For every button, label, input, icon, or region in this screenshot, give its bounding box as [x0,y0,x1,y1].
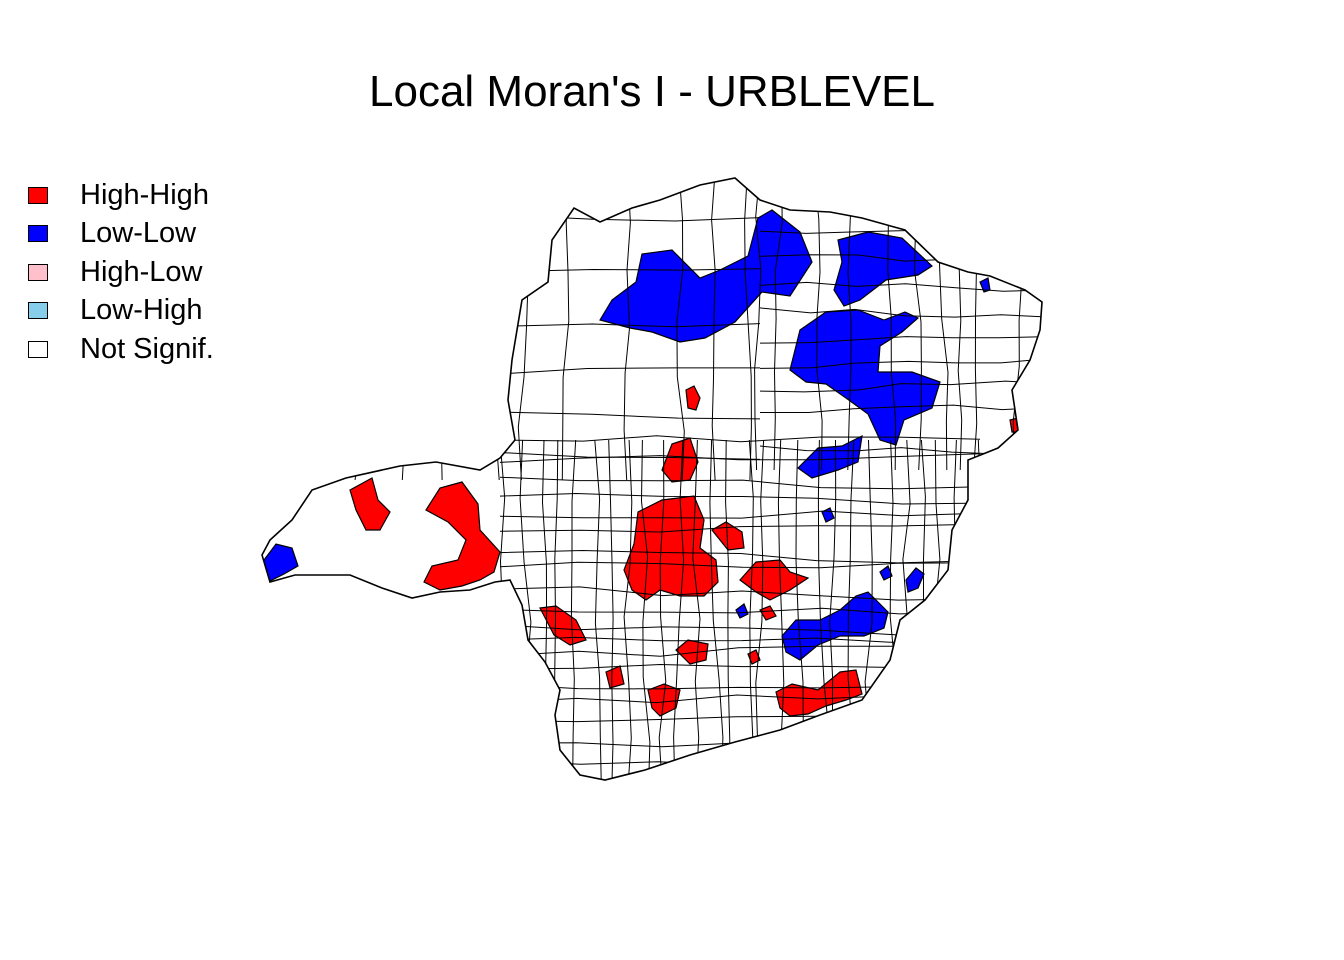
municipality-border [760,160,1050,170]
municipality-border [499,492,981,505]
municipality-border [673,439,685,780]
legend-item-high-high: High-High [28,176,214,215]
municipality-border [692,439,701,780]
municipality-border [489,178,500,481]
municipality-border [744,178,752,481]
low-low-cluster-north [599,209,813,343]
municipality-border [759,307,1042,318]
municipality-border [640,439,651,780]
municipality-border [759,188,1042,198]
municipality-border [499,777,981,780]
low-low-clusters [263,209,991,661]
legend-swatch-high-low [28,263,48,281]
municipality-border [354,178,364,481]
municipality-border [977,439,983,780]
state-outline [261,177,1043,781]
legend-item-low-high: Low-High [28,292,214,331]
municipality-border [813,178,823,471]
municipality-border [759,281,1042,292]
legend-label-low-low: Low-Low [80,217,197,250]
municipality-border [499,561,981,569]
municipality-border [250,168,760,174]
low-low-cluster-east [789,309,941,446]
municipality-border [658,439,667,780]
high-high-cluster-west-1 [349,477,391,531]
high-high-cluster-small-north [685,385,701,411]
municipality-border [623,178,631,481]
legend-item-low-low: Low-Low [28,215,214,254]
high-high-cluster-west-2 [423,481,501,591]
high-high-cluster-center-east-2 [711,521,745,551]
municipality-border [499,453,981,463]
legend-item-high-low: High-Low [28,253,214,292]
map-legend: High-High Low-Low High-Low Low-High Not … [28,176,214,369]
municipality-border [608,439,614,780]
municipality-border [570,439,577,780]
low-low-small-2 [879,565,893,581]
legend-label-low-high: Low-High [80,294,203,327]
municipality-border [300,178,308,481]
high-high-cluster-south-3 [605,665,625,689]
high-high-cluster-center-north [661,437,699,483]
municipality-border [623,439,633,780]
municipality-border [725,439,731,780]
municipality-border [499,586,981,601]
legend-swatch-low-low [28,225,48,243]
high-high-cluster-southwest [539,605,587,646]
legend-label-high-high: High-High [80,178,209,211]
municipality-border [709,439,724,780]
municipality-border [754,178,762,471]
low-low-small-4 [735,603,749,619]
municipality-border [248,170,253,480]
legend-label-not-signif: Not Signif. [80,332,214,365]
low-low-small-1 [905,567,925,593]
municipality-border [499,523,981,533]
high-high-cluster-south-2 [675,639,709,665]
municipality-border [437,178,443,481]
municipality-border [594,439,603,780]
municipality-border [500,795,980,805]
legend-swatch-high-high [28,186,48,204]
low-low-cluster-northeast [833,231,933,307]
municipality-border [847,178,853,471]
municipality-border [759,358,1042,369]
high-high-small-center [759,605,777,621]
municipality-border [676,178,685,481]
municipality-border [773,178,783,471]
legend-label-high-low: High-Low [80,255,203,288]
municipality-border [760,404,1042,413]
map-title: Local Moran's I - URBLEVEL [369,67,935,116]
municipality-border [499,510,981,519]
municipality-border [561,178,570,481]
municipality-border [399,178,406,481]
municipality-border [499,607,981,615]
legend-swatch-low-high [28,302,48,320]
municipality-border [759,380,1042,393]
legend-item-not-signif: Not Signif. [28,330,214,369]
legend-swatch-not-signif [28,340,48,358]
high-high-cluster-center-east [739,559,810,601]
municipality-border [499,476,981,490]
municipality-border [499,435,981,443]
municipality-border [1040,178,1042,471]
municipality-border [759,336,1042,344]
low-low-cluster-southeast [781,591,889,661]
